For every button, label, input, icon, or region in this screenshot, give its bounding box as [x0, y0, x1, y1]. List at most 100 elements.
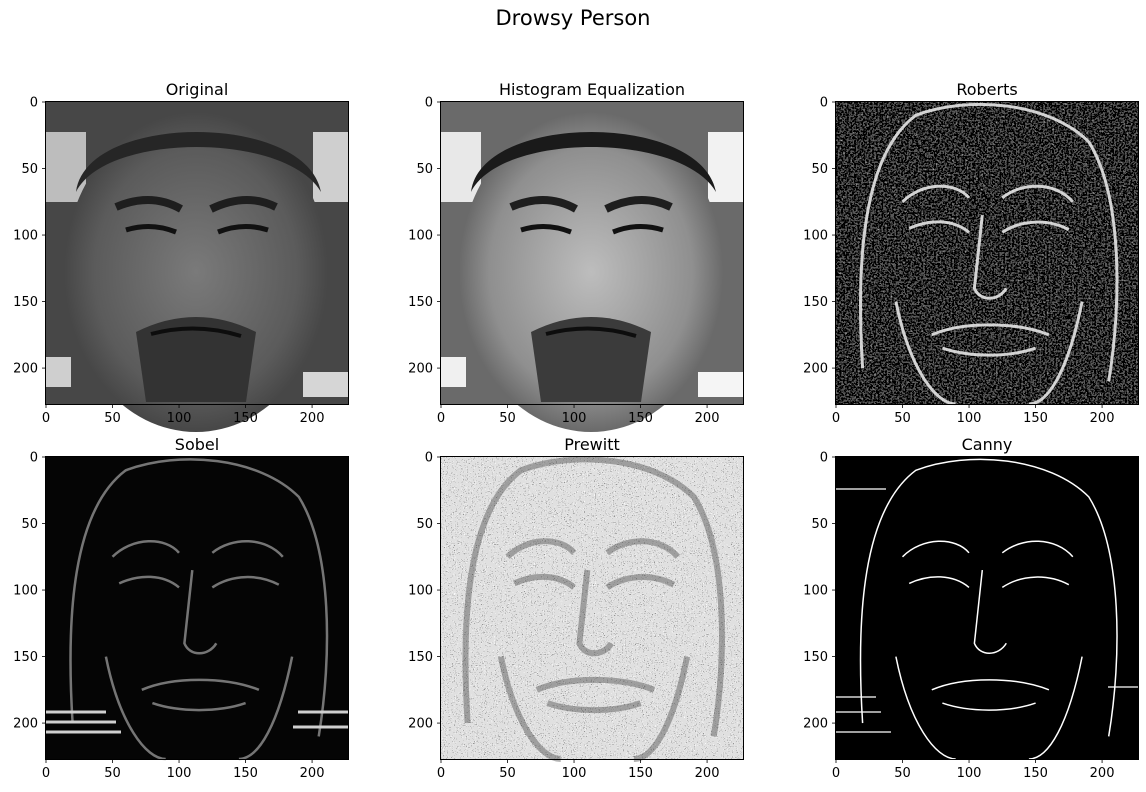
image-bright-edges: [46, 710, 348, 734]
y-tick-label: 50: [811, 162, 828, 177]
edge-contour: [973, 570, 1007, 655]
y-tick-label: 50: [21, 517, 38, 532]
image-left-brow: [509, 195, 578, 213]
edge-contour: [908, 220, 970, 234]
y-tick-label: 150: [408, 650, 433, 665]
y-tick-label: 100: [408, 584, 433, 599]
y-tick-label: 150: [803, 295, 828, 310]
y-tick-label: 200: [803, 717, 828, 732]
y-tick-label: 200: [803, 362, 828, 377]
x-tick-label: 150: [1023, 766, 1048, 781]
x-tick-label: 200: [695, 766, 720, 781]
y-tick-label: 150: [13, 650, 38, 665]
y-tick-label: 0: [425, 96, 433, 111]
edge-contour: [512, 573, 576, 590]
y-tick-label: 200: [13, 717, 38, 732]
image-mouth: [545, 326, 637, 338]
edge-contour: [633, 656, 691, 762]
image-edge-texture: [441, 457, 743, 759]
image-shelf-left: [441, 357, 466, 387]
y-tick-label: 150: [13, 295, 38, 310]
edge-contour: [141, 678, 260, 691]
image-wall-right: [313, 132, 348, 202]
x-tick-label: 100: [562, 766, 587, 781]
image-face: [64, 112, 328, 432]
edge-contour: [859, 102, 1119, 382]
image-edge-lines: [836, 488, 1138, 733]
y-tick-label: 0: [30, 96, 38, 111]
image-hair: [471, 132, 716, 192]
figure-title: Drowsy Person: [495, 6, 651, 30]
edge-contour: [1001, 576, 1070, 589]
axes-frame: [835, 456, 1139, 760]
subplot-roberts: Roberts 0 50 100 150 200 0 50 100 150 200: [803, 80, 1139, 426]
y-tick-label: 50: [811, 517, 828, 532]
x-tick-label: 100: [167, 766, 192, 781]
edge-contour: [894, 301, 956, 406]
edge-contour: [859, 458, 1118, 737]
x-tick-label: 150: [1023, 411, 1048, 426]
image-right-eye: [217, 224, 269, 235]
subplot-title: Prewitt: [564, 435, 620, 454]
x-tick-label: 50: [104, 411, 121, 426]
x-tick-label: 150: [233, 766, 258, 781]
edge-contour: [69, 458, 329, 737]
edge-contour: [151, 701, 247, 712]
edge-contour: [497, 656, 562, 762]
y-tick-label: 100: [13, 229, 38, 244]
x-tick-label: 50: [104, 766, 121, 781]
axes-frame: [440, 456, 744, 760]
edge-contour: [104, 656, 166, 761]
edge-contour: [908, 576, 970, 588]
image-left-eye: [520, 224, 572, 235]
y-tick-label: 0: [820, 96, 828, 111]
x-tick-label: 100: [562, 411, 587, 426]
edge-contour: [576, 569, 614, 657]
y-tick-label: 100: [408, 229, 433, 244]
edge-contour: [111, 540, 180, 558]
image-beard: [531, 317, 651, 402]
edge-contour: [535, 676, 656, 693]
y-tick-label: 100: [803, 584, 828, 599]
axes-frame: [45, 101, 349, 405]
image-shelf-right: [698, 372, 743, 397]
x-tick-label: 200: [695, 411, 720, 426]
axes-frame: [440, 101, 744, 405]
image-right-brow: [604, 195, 673, 213]
edge-contour: [972, 214, 1008, 300]
image-left-eye: [125, 224, 177, 235]
edge-contour: [942, 702, 1036, 711]
image-shelf-right: [303, 372, 348, 397]
x-tick-label: 50: [499, 766, 516, 781]
x-tick-label: 200: [1090, 766, 1115, 781]
image-shelf-left: [46, 357, 71, 387]
x-tick-label: 0: [832, 766, 840, 781]
x-tick-label: 0: [437, 411, 445, 426]
edge-contour: [931, 679, 1050, 691]
x-tick-label: 150: [233, 411, 258, 426]
edge-contour: [118, 575, 180, 589]
image-mouth: [150, 326, 242, 338]
x-tick-label: 0: [437, 766, 445, 781]
x-tick-label: 200: [300, 766, 325, 781]
y-tick-label: 100: [13, 584, 38, 599]
edge-contour: [1001, 184, 1074, 203]
x-tick-label: 100: [957, 766, 982, 781]
y-tick-label: 150: [803, 650, 828, 665]
edge-contour: [183, 569, 218, 655]
edge-contour: [211, 575, 280, 589]
x-tick-label: 50: [894, 766, 911, 781]
edge-contour: [505, 538, 577, 560]
x-tick-label: 0: [42, 766, 50, 781]
subplot-title: Histogram Equalization: [499, 80, 685, 99]
y-tick-label: 50: [21, 162, 38, 177]
y-tick-label: 50: [416, 162, 433, 177]
y-tick-label: 200: [408, 717, 433, 732]
subplot-title: Sobel: [175, 435, 219, 454]
axes-frame: [835, 101, 1139, 405]
subplot-title: Roberts: [956, 80, 1017, 99]
subplot-title: Original: [166, 80, 229, 99]
x-tick-label: 0: [42, 411, 50, 426]
image-wall-left: [46, 132, 86, 202]
edge-contour: [1028, 656, 1083, 760]
